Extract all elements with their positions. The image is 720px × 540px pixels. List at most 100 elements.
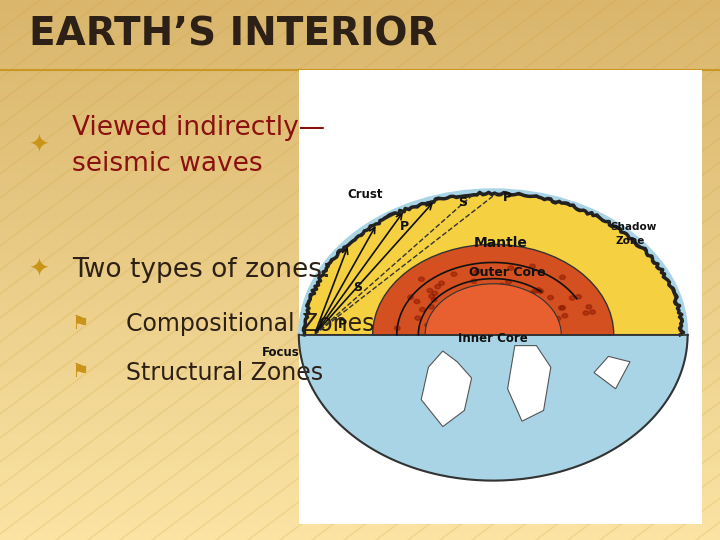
Text: Focus: Focus <box>262 346 300 360</box>
Bar <box>0 63 720 72</box>
Circle shape <box>495 308 500 313</box>
Circle shape <box>479 299 485 303</box>
Bar <box>0 423 720 432</box>
Bar <box>0 108 720 117</box>
Text: Two types of zones:: Two types of zones: <box>72 257 331 283</box>
Circle shape <box>544 329 550 333</box>
Circle shape <box>555 316 561 321</box>
Circle shape <box>408 295 413 299</box>
Text: P: P <box>400 220 409 233</box>
Wedge shape <box>305 193 682 335</box>
Bar <box>0 207 720 216</box>
Circle shape <box>466 317 472 321</box>
Text: Compositional Zones: Compositional Zones <box>126 312 374 336</box>
Circle shape <box>531 308 536 313</box>
Circle shape <box>570 296 575 300</box>
Circle shape <box>395 326 400 330</box>
Bar <box>0 531 720 540</box>
Text: ✦: ✦ <box>29 134 50 158</box>
Circle shape <box>533 289 539 293</box>
Bar <box>0 351 720 360</box>
Bar <box>0 117 720 126</box>
Circle shape <box>425 323 431 327</box>
Bar <box>0 0 720 9</box>
Text: P: P <box>503 191 512 204</box>
Circle shape <box>576 295 582 299</box>
Circle shape <box>493 309 499 313</box>
Circle shape <box>492 319 498 323</box>
Bar <box>0 324 720 333</box>
Bar <box>0 369 720 378</box>
Circle shape <box>473 271 479 275</box>
Circle shape <box>513 332 518 336</box>
Bar <box>0 387 720 396</box>
Circle shape <box>449 306 454 310</box>
Circle shape <box>432 291 438 295</box>
FancyBboxPatch shape <box>299 70 702 524</box>
Text: EARTH’S INTERIOR: EARTH’S INTERIOR <box>29 16 437 54</box>
Bar <box>0 378 720 387</box>
Circle shape <box>487 318 492 322</box>
Polygon shape <box>594 356 630 389</box>
Circle shape <box>482 301 488 306</box>
Text: Crust: Crust <box>348 188 383 201</box>
Circle shape <box>522 292 528 296</box>
Circle shape <box>465 299 471 303</box>
Circle shape <box>428 305 434 309</box>
Bar <box>0 333 720 342</box>
Text: Mantle: Mantle <box>474 237 527 251</box>
Circle shape <box>536 288 541 292</box>
Circle shape <box>458 321 464 325</box>
Circle shape <box>541 322 546 327</box>
Circle shape <box>586 305 592 309</box>
Circle shape <box>499 283 505 287</box>
Circle shape <box>427 288 433 293</box>
Text: Inner Core: Inner Core <box>459 332 528 345</box>
Circle shape <box>438 281 444 286</box>
Text: ✦: ✦ <box>29 258 50 282</box>
Text: ⚑: ⚑ <box>72 314 89 334</box>
Bar <box>0 27 720 36</box>
Bar <box>0 171 720 180</box>
Circle shape <box>466 320 472 325</box>
Circle shape <box>590 310 595 314</box>
Circle shape <box>431 298 437 302</box>
Bar <box>0 279 720 288</box>
Polygon shape <box>421 351 472 427</box>
Circle shape <box>493 321 499 325</box>
Bar <box>0 360 720 369</box>
Text: S: S <box>458 197 467 210</box>
Bar <box>0 486 720 495</box>
Circle shape <box>428 294 434 299</box>
Bar <box>0 216 720 225</box>
Text: ⚑: ⚑ <box>72 363 89 382</box>
Circle shape <box>543 310 549 315</box>
Bar <box>0 243 720 252</box>
Text: Outer Core: Outer Core <box>469 266 546 279</box>
Circle shape <box>583 311 589 315</box>
Bar <box>0 81 720 90</box>
Circle shape <box>420 307 426 312</box>
Bar <box>0 36 720 45</box>
Bar <box>0 135 720 144</box>
Circle shape <box>548 295 554 300</box>
Circle shape <box>497 303 503 308</box>
Circle shape <box>451 272 456 276</box>
Circle shape <box>562 314 568 318</box>
Bar <box>0 297 720 306</box>
Bar <box>0 90 720 99</box>
Circle shape <box>559 275 565 280</box>
Bar <box>0 261 720 270</box>
Text: Structural Zones: Structural Zones <box>126 361 323 384</box>
Bar <box>0 315 720 324</box>
Circle shape <box>516 302 521 306</box>
Circle shape <box>538 289 544 294</box>
Text: Shadow: Shadow <box>610 222 656 232</box>
Circle shape <box>529 291 535 295</box>
Circle shape <box>500 318 505 322</box>
Bar <box>0 198 720 207</box>
Bar <box>0 441 720 450</box>
Bar <box>0 153 720 162</box>
Circle shape <box>471 279 477 284</box>
Bar <box>0 9 720 18</box>
